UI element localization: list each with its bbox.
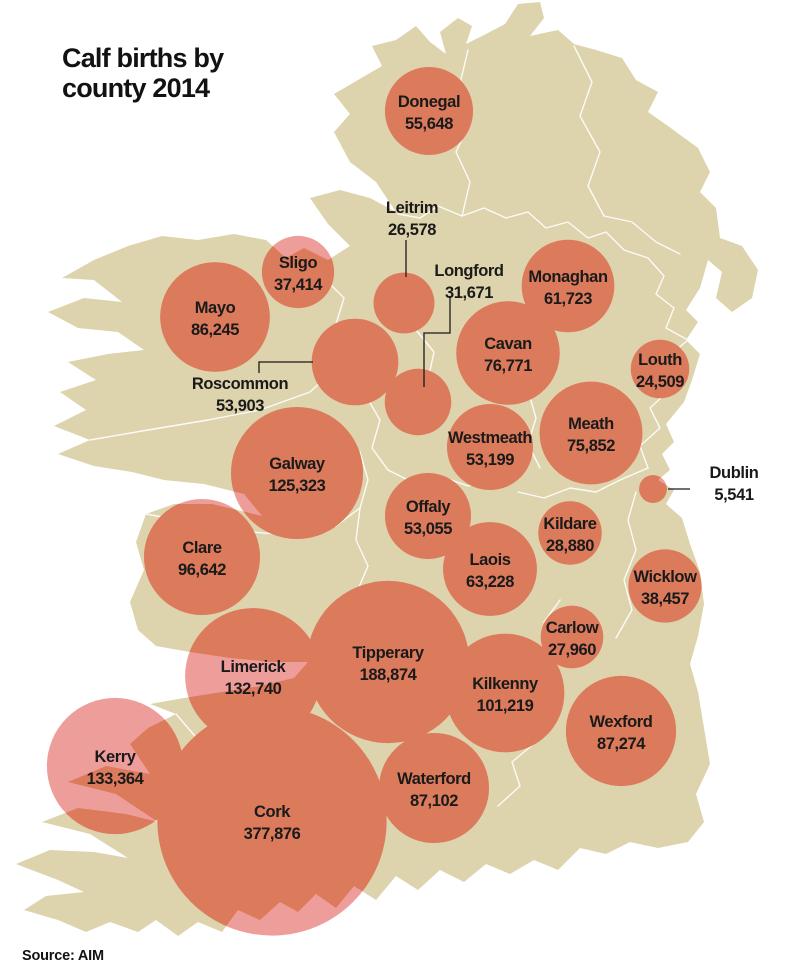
label-kildare: Kildare 28,880 <box>543 515 596 555</box>
label-carlow: Carlow 27,960 <box>546 619 599 659</box>
connector-longford <box>423 296 451 387</box>
bubble-longford <box>384 368 452 436</box>
bubble-clare <box>144 499 260 615</box>
label-leitrim: Leitrim 26,578 <box>386 199 438 239</box>
bubble-meath <box>539 381 643 485</box>
label-sligo: Sligo 37,414 <box>274 254 323 294</box>
label-wexford: Wexford 87,274 <box>590 713 653 753</box>
label-wicklow: Wicklow 38,457 <box>633 568 697 608</box>
bubble-cork <box>157 706 387 936</box>
label-tipperary: Tipperary 188,874 <box>352 644 425 684</box>
bubble-leitrim <box>373 272 435 334</box>
label-galway: Galway 125,323 <box>269 455 326 495</box>
bubble-donegal <box>385 67 473 155</box>
county-labels: Donegal 55,648 Leitrim 26,578 Sligo 37,414 May… <box>87 93 760 843</box>
label-monaghan: Monaghan 61,723 <box>528 268 608 308</box>
label-cavan: Cavan 76,771 <box>484 335 532 375</box>
bubble-dublin <box>639 475 667 503</box>
bubble-monaghan <box>521 239 615 333</box>
chart-title: Calf births by county 2014 <box>62 43 292 103</box>
bubble-roscommon <box>311 318 399 406</box>
bubble-galway <box>231 407 363 539</box>
label-limerick: Limerick 132,740 <box>221 658 287 698</box>
bubble-carlow <box>540 605 604 669</box>
label-waterford: Waterford 87,102 <box>397 770 471 810</box>
label-kerry: Kerry 133,364 <box>87 748 145 788</box>
source-note: Source: AIM <box>22 948 104 964</box>
bubble-westmeath <box>447 404 533 490</box>
bubble-mayo <box>160 262 270 372</box>
label-donegal: Donegal 55,648 <box>398 93 460 133</box>
label-meath: Meath 75,852 <box>567 415 615 455</box>
bubble-tipperary <box>306 580 470 744</box>
label-roscommon: Roscommon 53,903 <box>192 375 289 415</box>
bubble-wicklow <box>628 549 702 623</box>
bubble-cavan <box>456 301 560 405</box>
bubble-offaly <box>385 473 471 559</box>
bubble-waterford <box>379 733 489 843</box>
bubble-kilkenny <box>445 633 565 753</box>
label-connector-lines <box>258 240 690 490</box>
bubble-louth <box>630 339 690 399</box>
label-dublin: Dublin 5,541 <box>710 464 759 504</box>
label-offaly: Offaly 53,055 <box>404 498 452 538</box>
connector-roscommon <box>258 361 313 373</box>
label-westmeath: Westmeath 53,199 <box>448 429 532 469</box>
bubble-kildare <box>538 501 602 565</box>
label-cork: Cork 377,876 <box>244 803 301 843</box>
label-longford: Longford 31,671 <box>434 262 503 302</box>
bubble-laois <box>443 522 537 616</box>
label-laois: Laois 63,228 <box>466 551 514 591</box>
label-louth: Louth 24,509 <box>636 351 684 391</box>
chart-title-line2: county 2014 <box>62 72 210 103</box>
bubble-wexford <box>565 675 677 787</box>
label-mayo: Mayo 86,245 <box>191 299 239 339</box>
label-clare: Clare 96,642 <box>178 539 226 579</box>
chart-title-line1: Calf births by <box>62 43 224 73</box>
county-bubbles-over-land <box>46 67 702 936</box>
label-kilkenny: Kilkenny 101,219 <box>472 675 539 715</box>
